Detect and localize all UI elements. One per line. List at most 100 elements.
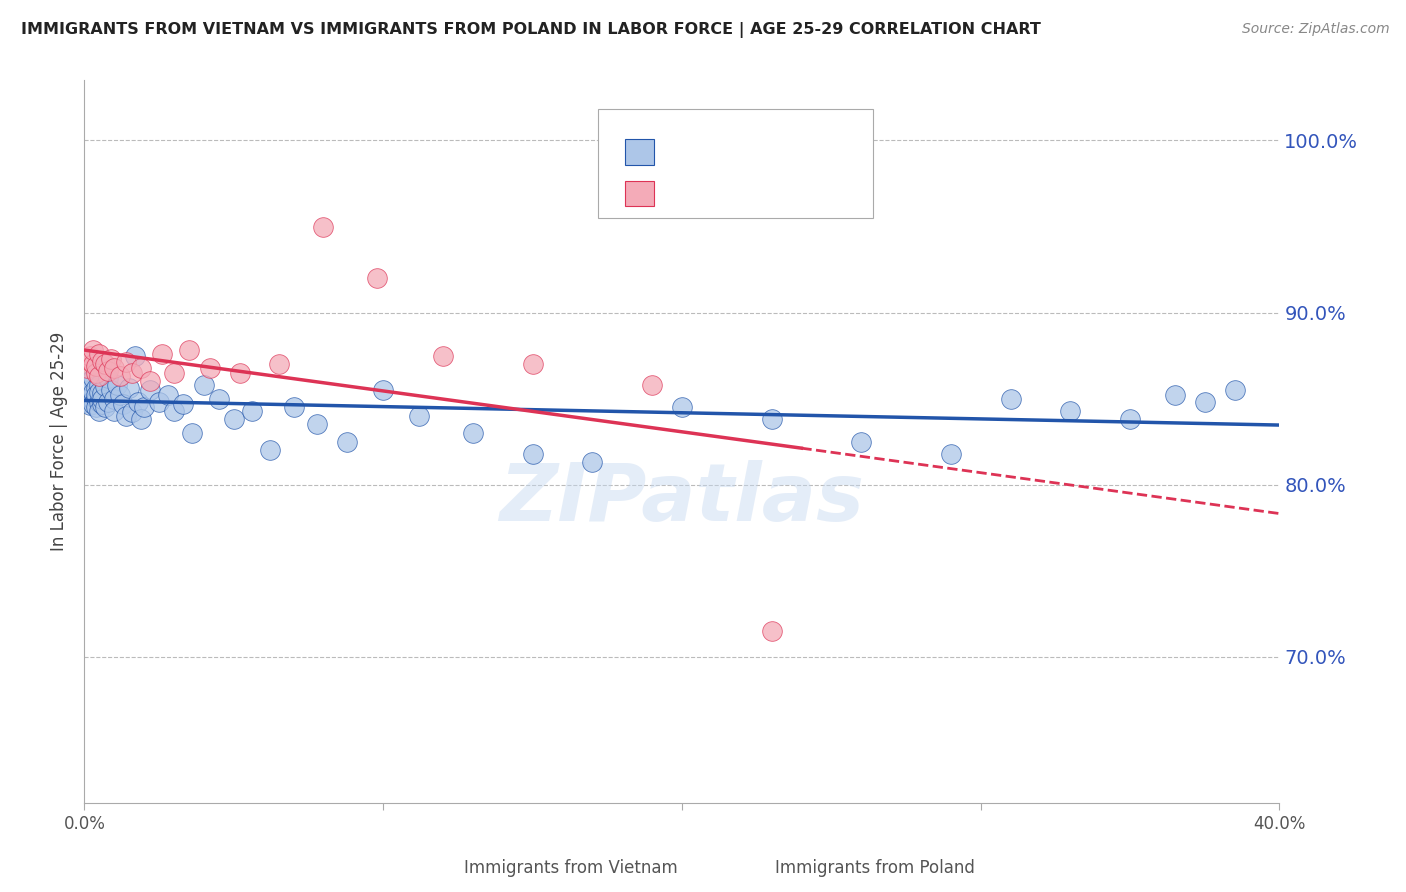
Point	[124, 349, 146, 363]
Point	[105, 377, 128, 392]
Point	[193, 377, 215, 392]
Point	[115, 355, 138, 369]
Point	[228, 366, 252, 380]
Point	[139, 375, 162, 389]
Point	[150, 347, 173, 361]
Point	[97, 364, 120, 378]
Point	[89, 347, 111, 361]
Point	[79, 375, 101, 389]
Point	[100, 383, 122, 397]
Point	[307, 417, 329, 432]
Point	[86, 381, 108, 395]
Point	[163, 366, 186, 380]
Point	[1223, 383, 1246, 397]
Point	[522, 446, 544, 460]
Point	[761, 412, 783, 426]
Point	[82, 371, 104, 385]
Point	[1164, 388, 1187, 402]
Point	[86, 359, 108, 373]
Point	[89, 369, 111, 384]
Point	[82, 343, 104, 358]
Text: N =: N =	[748, 143, 800, 161]
Point	[86, 392, 108, 406]
Text: 31: 31	[799, 185, 823, 202]
Point	[129, 412, 152, 426]
Point	[336, 434, 359, 449]
Text: R =: R =	[668, 143, 703, 161]
Point	[89, 384, 111, 399]
Point	[103, 392, 125, 406]
Point	[79, 349, 101, 363]
Point	[79, 383, 101, 397]
Text: R =: R =	[668, 185, 703, 202]
Point	[103, 360, 125, 375]
Text: ZIPatlas: ZIPatlas	[499, 460, 865, 539]
Point	[91, 397, 114, 411]
Text: Source: ZipAtlas.com: Source: ZipAtlas.com	[1241, 22, 1389, 37]
Point	[76, 386, 98, 401]
FancyBboxPatch shape	[599, 109, 873, 218]
Point	[76, 379, 98, 393]
Text: -0.039: -0.039	[710, 185, 769, 202]
Point	[366, 271, 388, 285]
Point	[100, 351, 122, 366]
Text: IMMIGRANTS FROM VIETNAM VS IMMIGRANTS FROM POLAND IN LABOR FORCE | AGE 25-29 COR: IMMIGRANTS FROM VIETNAM VS IMMIGRANTS FR…	[21, 22, 1040, 38]
Point	[851, 434, 873, 449]
Point	[89, 395, 111, 409]
Point	[240, 403, 263, 417]
Point	[198, 360, 221, 375]
Point	[208, 392, 231, 406]
Point	[1000, 392, 1022, 406]
Point	[94, 379, 117, 393]
Point	[110, 388, 132, 402]
Point	[82, 397, 104, 411]
Point	[94, 400, 117, 414]
Bar	[624, 139, 654, 165]
Point	[94, 357, 117, 371]
Point	[181, 425, 204, 440]
Point	[1059, 403, 1081, 417]
Bar	[730, 857, 766, 879]
Point	[121, 405, 143, 419]
Point	[283, 400, 305, 414]
Text: 68: 68	[799, 143, 823, 161]
Text: Immigrants from Vietnam: Immigrants from Vietnam	[464, 859, 678, 877]
Point	[139, 383, 162, 397]
Point	[1194, 395, 1216, 409]
Point	[79, 353, 101, 368]
Bar	[624, 181, 654, 206]
Point	[91, 353, 114, 368]
Point	[222, 412, 245, 426]
Point	[432, 349, 454, 363]
Point	[103, 403, 125, 417]
Point	[461, 425, 484, 440]
Point	[110, 369, 132, 384]
Point	[86, 388, 108, 402]
Y-axis label: In Labor Force | Age 25-29: In Labor Force | Age 25-29	[51, 332, 69, 551]
Point	[129, 360, 152, 375]
Point	[671, 400, 693, 414]
Point	[177, 343, 200, 358]
Text: Immigrants from Poland: Immigrants from Poland	[775, 859, 974, 877]
Point	[91, 392, 114, 406]
Point	[89, 377, 111, 392]
Point	[121, 366, 143, 380]
Bar	[419, 857, 456, 879]
Point	[89, 403, 111, 417]
Point	[132, 400, 156, 414]
Point	[581, 455, 603, 469]
Point	[115, 409, 138, 423]
Point	[82, 393, 104, 408]
Point	[761, 624, 783, 638]
Point	[373, 383, 395, 397]
Point	[939, 446, 962, 460]
Point	[1119, 412, 1142, 426]
Point	[86, 366, 108, 380]
Text: 0.009: 0.009	[710, 143, 768, 161]
Text: N =: N =	[748, 185, 800, 202]
Point	[97, 371, 120, 385]
Point	[267, 357, 290, 371]
Point	[118, 381, 141, 395]
Point	[76, 360, 98, 375]
Point	[97, 395, 120, 409]
